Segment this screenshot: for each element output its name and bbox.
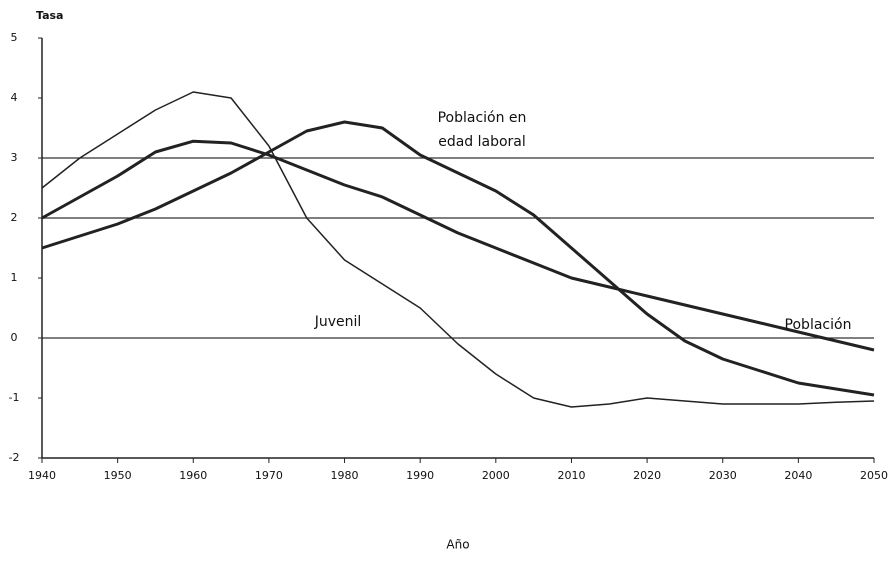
x-tick-label: 2000 [482, 469, 510, 482]
x-tick-label: 1980 [331, 469, 359, 482]
y-tick-label: -1 [9, 391, 20, 404]
y-axis-label: Tasa [36, 9, 63, 22]
y-tick-label: 3 [11, 151, 18, 164]
x-tick-label: 1950 [104, 469, 132, 482]
y-tick-label: -2 [9, 451, 20, 464]
x-tick-label: 1960 [179, 469, 207, 482]
x-tick-label: 1990 [406, 469, 434, 482]
x-axis-label: Año [446, 538, 469, 552]
series-line [41, 91, 875, 408]
x-tick-label: 2030 [709, 469, 737, 482]
annotation: Población en [438, 110, 527, 126]
annotation: edad laboral [438, 134, 526, 150]
y-tick-label: 2 [11, 211, 18, 224]
annotation: Población [785, 317, 852, 333]
series-line [41, 120, 875, 397]
y-tick-label: 4 [11, 91, 18, 104]
annotation: Juvenil [314, 314, 362, 330]
x-tick-label: 2040 [784, 469, 812, 482]
series-line [41, 139, 875, 352]
y-tick-label: 5 [11, 31, 18, 44]
y-tick-label: 0 [11, 331, 18, 344]
y-tick-label: 1 [11, 271, 18, 284]
x-tick-label: 1970 [255, 469, 283, 482]
x-tick-label: 2050 [860, 469, 888, 482]
x-tick-label: 2010 [557, 469, 585, 482]
x-tick-label: 1940 [28, 469, 56, 482]
x-tick-label: 2020 [633, 469, 661, 482]
